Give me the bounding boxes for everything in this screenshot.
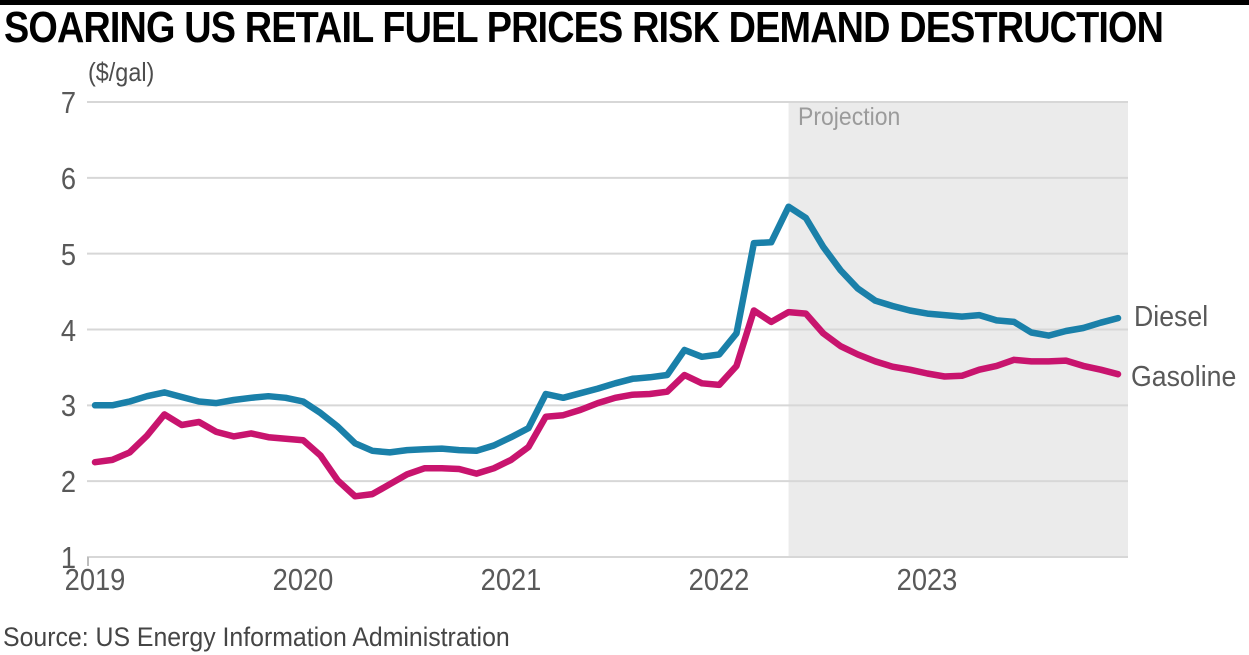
diesel-series-label: Diesel	[1134, 301, 1209, 333]
page-title: SOARING US RETAIL FUEL PRICES RISK DEMAN…	[4, 3, 1164, 52]
axis-origin-tick	[87, 557, 89, 566]
x-axis-label: 2022	[688, 562, 750, 597]
projection-region-label: Projection	[798, 103, 901, 131]
y-axis-label: 6	[60, 160, 76, 196]
y-axis-label: 5	[60, 236, 76, 272]
x-axis-label: 2023	[896, 562, 958, 597]
source-attribution: Source: US Energy Information Administra…	[3, 622, 510, 652]
y-axis-label: 2	[60, 464, 76, 500]
y-axis-label: 3	[60, 388, 76, 424]
y-axis-label: 7	[60, 85, 76, 120]
gasoline-series-label: Gasoline	[1131, 361, 1237, 393]
top-accent-bar	[0, 0, 1249, 5]
y-axis-label: 1	[60, 540, 76, 575]
y-axis-label: 4	[60, 312, 76, 348]
diesel-line	[91, 203, 1122, 456]
x-axis-label: 2019	[64, 562, 126, 597]
y-axis-unit-label: ($/gal)	[88, 57, 155, 87]
gasoline-line	[91, 307, 1122, 500]
x-axis-label: 2020	[272, 562, 334, 597]
x-axis-label: 2021	[480, 562, 542, 597]
